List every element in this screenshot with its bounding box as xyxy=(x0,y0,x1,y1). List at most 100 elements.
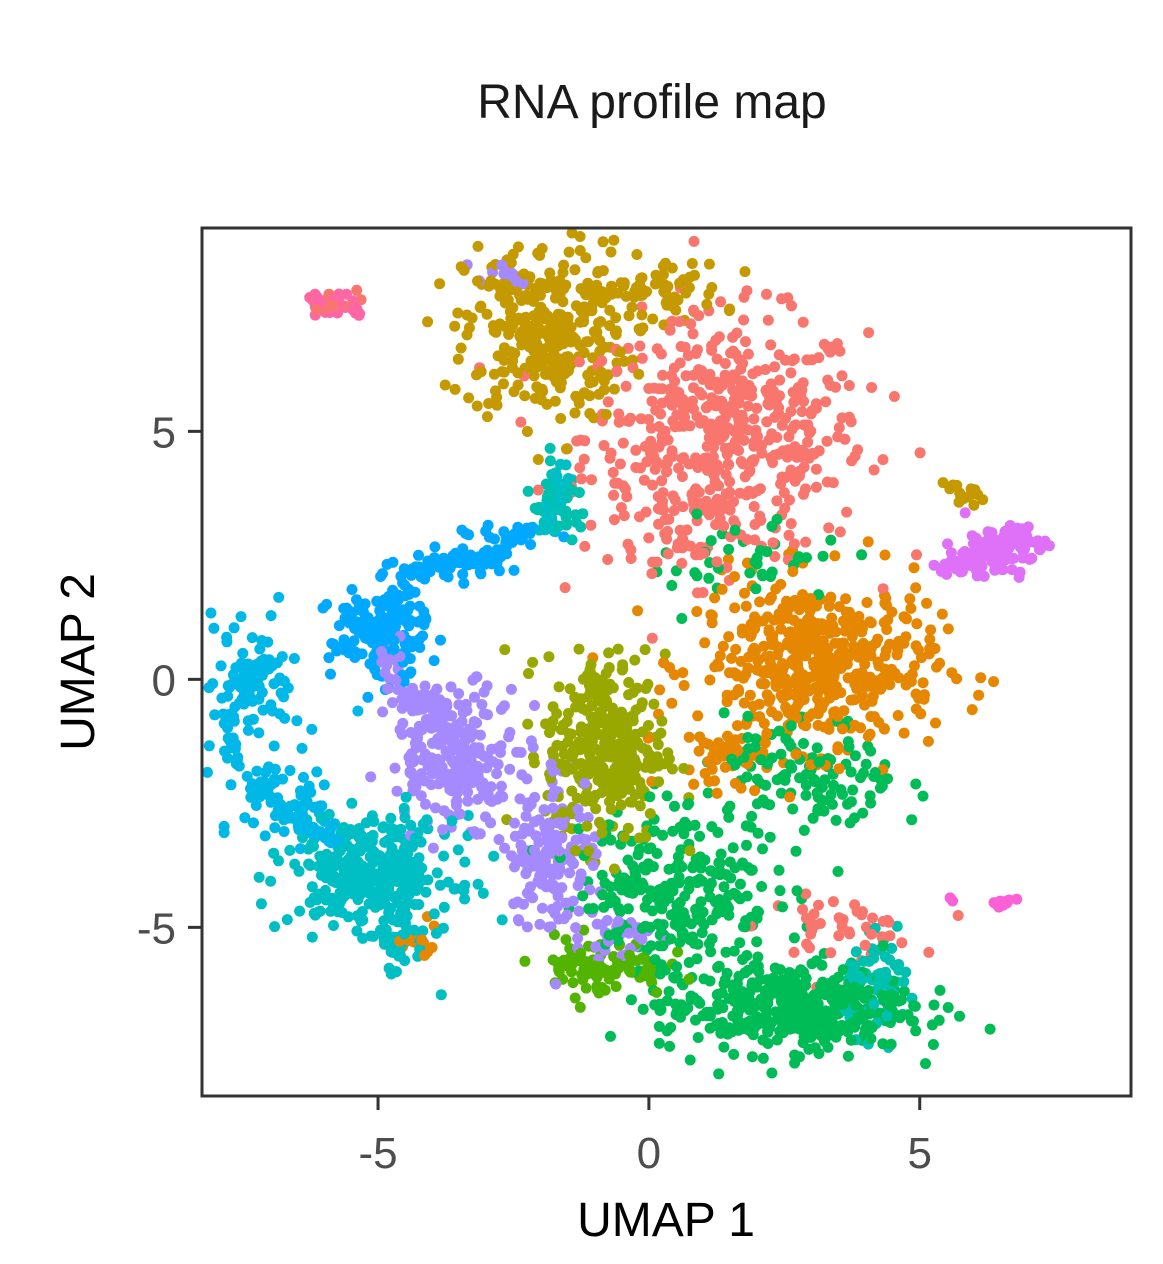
scatter-point xyxy=(705,535,717,547)
scatter-point xyxy=(655,408,667,420)
scatter-point xyxy=(779,472,791,484)
scatter-point xyxy=(910,688,922,700)
scatter-point xyxy=(749,556,761,568)
scatter-point xyxy=(833,422,845,434)
scatter-point xyxy=(712,988,724,1000)
scatter-point xyxy=(705,609,717,621)
scatter-point xyxy=(608,707,619,719)
scatter-point xyxy=(239,812,251,824)
scatter-point xyxy=(951,673,963,685)
scatter-point xyxy=(374,605,386,617)
scatter-point xyxy=(908,562,920,574)
scatter-point xyxy=(669,800,680,812)
scatter-point xyxy=(378,821,389,833)
scatter-point xyxy=(611,927,623,939)
scatter-point xyxy=(766,520,778,532)
scatter-point xyxy=(834,526,846,538)
scatter-point xyxy=(794,687,806,699)
scatter-point xyxy=(833,763,845,775)
scatter-point xyxy=(498,378,509,390)
scatter-point xyxy=(417,818,429,830)
scatter-point xyxy=(814,698,826,710)
scatter-point xyxy=(696,927,708,939)
scatter-point xyxy=(225,779,237,791)
scatter-point xyxy=(731,1012,743,1024)
scatter-point xyxy=(351,284,363,296)
scatter-point xyxy=(516,325,528,337)
scatter-point xyxy=(814,918,826,929)
scatter-point xyxy=(677,501,689,513)
scatter-point xyxy=(942,1002,954,1013)
scatter-point xyxy=(651,986,663,998)
scatter-point xyxy=(571,792,583,804)
scatter-point xyxy=(785,720,797,732)
scatter-point xyxy=(653,421,665,433)
scatter-point xyxy=(746,864,757,876)
scatter-point xyxy=(888,391,900,402)
scatter-point xyxy=(343,640,355,652)
scatter-point xyxy=(784,626,796,638)
scatter-point xyxy=(498,268,510,280)
scatter-point xyxy=(758,718,770,729)
scatter-point xyxy=(566,534,578,546)
scatter-point xyxy=(754,483,766,495)
scatter-point xyxy=(455,342,467,354)
scatter-point xyxy=(504,763,516,775)
scatter-point xyxy=(780,673,792,685)
scatter-point xyxy=(419,949,430,961)
scatter-point xyxy=(659,648,671,660)
scatter-point xyxy=(910,1025,922,1037)
scatter-point xyxy=(520,311,532,323)
scatter-point xyxy=(877,454,889,466)
scatter-point xyxy=(615,799,627,811)
scatter-point xyxy=(259,830,271,842)
scatter-point xyxy=(597,236,609,248)
scatter-point xyxy=(838,647,849,659)
scatter-point xyxy=(706,914,718,926)
scatter-point xyxy=(548,368,560,380)
scatter-point xyxy=(780,733,792,745)
scatter-point xyxy=(306,931,318,943)
scatter-point xyxy=(592,774,604,786)
scatter-point xyxy=(742,400,754,412)
scatter-point xyxy=(808,989,820,1001)
scatter-point xyxy=(842,1050,854,1062)
scatter-point xyxy=(256,686,268,698)
scatter-point xyxy=(624,949,635,961)
scatter-point xyxy=(898,727,910,739)
scatter-point xyxy=(536,902,548,914)
scatter-point xyxy=(327,300,339,312)
scatter-point xyxy=(399,579,411,591)
scatter-point xyxy=(762,314,774,326)
scatter-point xyxy=(891,920,903,932)
scatter-point xyxy=(215,660,227,672)
x-axis: -5 0 5 xyxy=(358,1096,932,1178)
scatter-point xyxy=(295,789,307,801)
scatter-point xyxy=(452,781,464,793)
scatter-point xyxy=(971,570,983,582)
scatter-point xyxy=(777,658,788,670)
scatter-point xyxy=(776,771,788,783)
scatter-point xyxy=(1006,553,1018,565)
scatter-point xyxy=(528,328,540,340)
scatter-point xyxy=(761,387,773,398)
scatter-point xyxy=(749,741,761,753)
scatter-point xyxy=(564,943,576,954)
scatter-point xyxy=(800,536,812,548)
scatter-point xyxy=(900,679,912,691)
scatter-point xyxy=(534,384,546,396)
scatter-point xyxy=(720,946,732,958)
scatter-point xyxy=(832,971,844,983)
scatter-point xyxy=(728,995,740,1007)
scatter-point xyxy=(800,789,812,801)
scatter-point xyxy=(482,548,494,560)
scatter-point xyxy=(873,716,885,728)
scatter-point xyxy=(377,706,389,718)
scatter-point xyxy=(827,896,839,908)
x-axis-label: UMAP 1 xyxy=(577,1194,755,1247)
scatter-point xyxy=(817,976,829,988)
scatter-point xyxy=(222,690,234,702)
scatter-point xyxy=(737,458,749,470)
scatter-point xyxy=(374,899,386,911)
scatter-point xyxy=(718,520,730,532)
